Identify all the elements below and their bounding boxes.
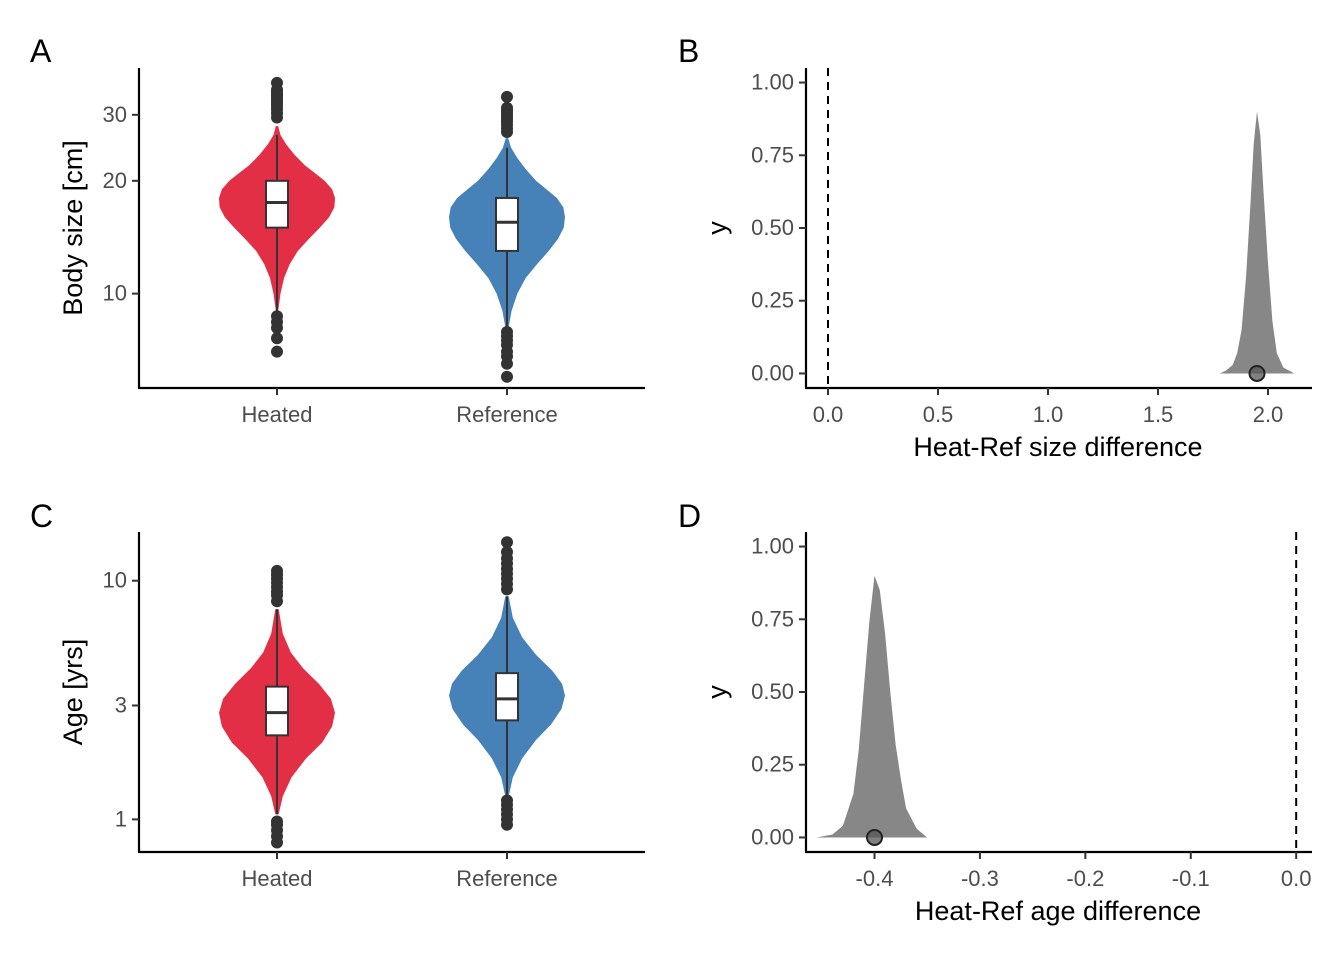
panel-d-y-tick-label: 0.00: [751, 824, 794, 849]
panel-d-y-tick-label: 0.50: [751, 679, 794, 704]
panel-d-x-axis-title: Heat-Ref age difference: [915, 896, 1201, 926]
panel-d-x-tick-label: -0.1: [1172, 866, 1210, 891]
panel-c-y-tick-label: 3: [115, 693, 127, 718]
panel-a-y-tick-label: 20: [103, 168, 127, 193]
panel-tag-b: B: [678, 33, 699, 69]
panel-a-box-reference: [495, 196, 519, 252]
panel-a-outlier-point: [271, 76, 283, 89]
panel-a-outlier-point: [501, 370, 513, 383]
panel-c-outlier-point: [271, 815, 283, 828]
panel-a-outlier-point: [501, 101, 513, 114]
panel-a-y-axis-title: Body size [cm]: [58, 140, 88, 316]
panel-d-y-axis-title: y: [702, 685, 732, 699]
panel-a-y-tick-label: 10: [103, 281, 127, 306]
panel-c-x-tick-label: Reference: [456, 866, 558, 891]
panel-c-x-tick-label: Heated: [242, 866, 313, 891]
panel-a-outlier-point: [501, 325, 513, 338]
panel-a-outlier-point: [271, 310, 283, 323]
panel-d-point-estimate: [866, 828, 884, 846]
panel-b-y-tick-label: 0.50: [751, 215, 794, 240]
panel-a-violin-body-size: 10 20 30 Heated Reference: [103, 68, 645, 427]
panel-d-y-tick-label: 0.25: [751, 752, 794, 777]
panel-b-x-tick-label: 0.5: [923, 402, 954, 427]
panel-b-x-tick-label: 1.5: [1143, 402, 1174, 427]
panel-c-y-axis-title: Age [yrs]: [58, 639, 88, 746]
panel-b-size-difference: 0.00 0.25 0.50 0.75 1.00 0.0 0.5 1.0 1.5 2.0: [751, 68, 1312, 427]
panel-b-posterior-density: [1219, 111, 1295, 374]
panel-tag-a: A: [30, 33, 52, 69]
panel-c-y-tick-label: 1: [115, 806, 127, 831]
panel-d-x-tick-label: -0.3: [961, 866, 999, 891]
panel-b-y-tick-label: 1.00: [751, 70, 794, 95]
panel-d-y-tick-label: 1.00: [751, 534, 794, 559]
panel-b-point-estimate: [1248, 364, 1266, 382]
panel-a-y-tick-label: 30: [103, 102, 127, 127]
panel-b-y-tick-label: 0.75: [751, 142, 794, 167]
panel-c-outlier-point: [271, 564, 283, 577]
panel-b-y-tick-label: 0.25: [751, 288, 794, 313]
panel-c-y-tick-label: 10: [103, 568, 127, 593]
panel-b-x-tick-label: 1.0: [1033, 402, 1064, 427]
panel-a-outlier-point: [271, 345, 283, 358]
panel-d-x-tick-label: -0.4: [856, 866, 894, 891]
panel-b-x-tick-label: 0.0: [813, 402, 844, 427]
panel-d-age-difference: 0.00 0.25 0.50 0.75 1.00 -0.4 -0.3 -0.2 -0.1 0.0: [751, 532, 1312, 891]
panel-c-outlier-point: [501, 545, 513, 558]
panel-b-y-tick-label: 0.00: [751, 360, 794, 385]
panel-a-box-heated: [265, 179, 289, 229]
panel-d-y-tick-label: 0.75: [751, 606, 794, 631]
panel-d-x-tick-label: 0.0: [1281, 866, 1312, 891]
panel-a-x-tick-label: Reference: [456, 402, 558, 427]
panel-tag-d: D: [678, 498, 701, 534]
panel-c-box-reference: [495, 672, 519, 722]
panel-a-x-tick-label: Heated: [242, 402, 313, 427]
panel-b-x-axis-title: Heat-Ref size difference: [913, 432, 1202, 462]
panel-c-outlier-point: [501, 794, 513, 807]
panel-c-outlier-point: [501, 536, 513, 549]
panel-d-posterior-density: [816, 575, 928, 838]
panel-a-outlier-point: [271, 332, 283, 345]
panel-c-violin-age: 1 3 10 Heated Reference: [103, 532, 645, 891]
panel-b-x-tick-label: 2.0: [1253, 402, 1284, 427]
panel-c-box-heated: [265, 685, 289, 737]
panel-b-y-axis-title: y: [702, 221, 732, 235]
panel-tag-c: C: [30, 498, 53, 534]
panel-a-outlier-point: [501, 90, 513, 103]
panel-d-x-tick-label: -0.2: [1066, 866, 1104, 891]
